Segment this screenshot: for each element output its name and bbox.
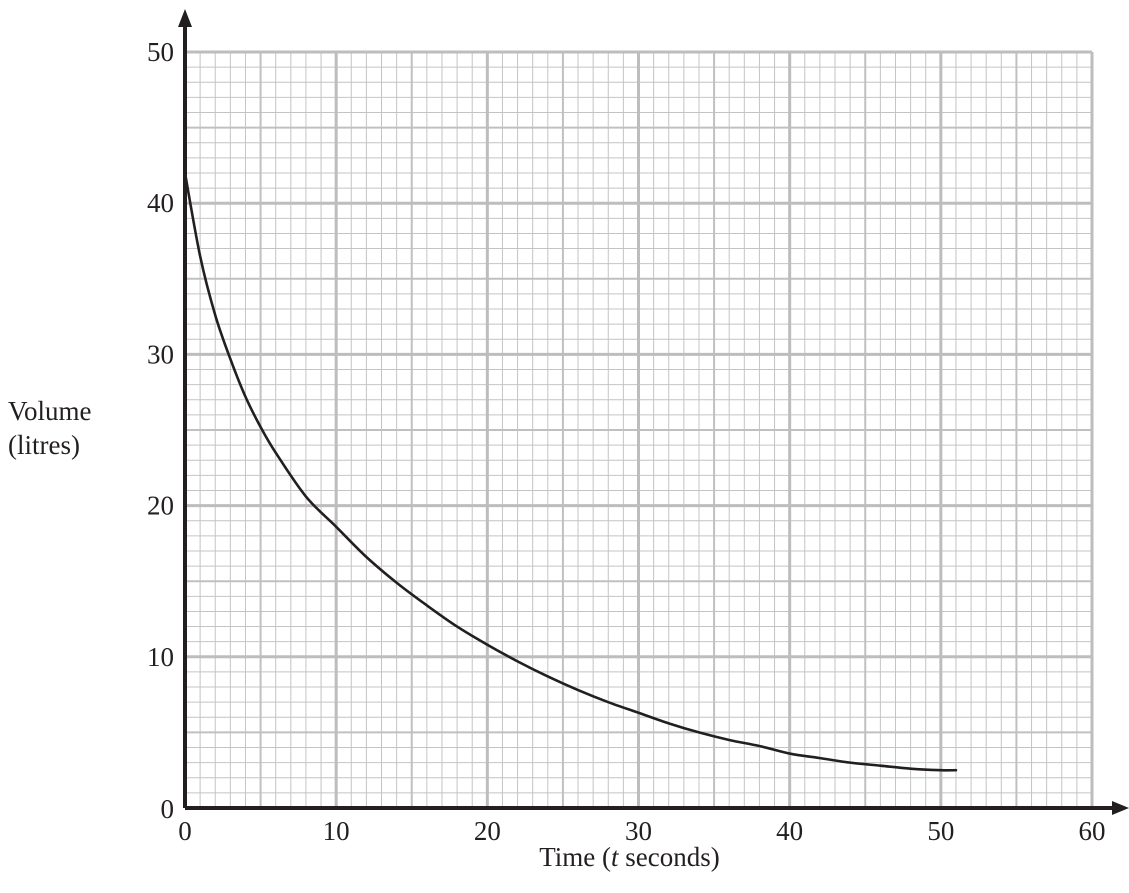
x-tick-label: 20 (474, 816, 501, 846)
x-axis-title-prefix: Time ( (539, 842, 612, 872)
axes (178, 9, 1129, 815)
tick-labels: 0 10 20 30 40 50 60 0 10 20 30 40 50 (147, 37, 1106, 846)
x-tick-label: 60 (1079, 816, 1106, 846)
x-tick-label: 30 (625, 816, 652, 846)
y-tick-label: 30 (147, 339, 174, 369)
x-tick-label: 50 (927, 816, 954, 846)
x-tick-label: 40 (776, 816, 803, 846)
x-axis-title-variable: t (611, 842, 619, 872)
x-axis-title: Time (t seconds) (0, 842, 1129, 873)
y-tick-label: 10 (147, 642, 174, 672)
y-axis-title-line1: Volume (8, 396, 92, 426)
series-line-0 (183, 171, 958, 772)
y-tick-label: 50 (147, 37, 174, 67)
x-tick-label: 10 (323, 816, 350, 846)
x-tick-label: 0 (178, 816, 192, 846)
y-axis-arrow (178, 9, 192, 27)
grid-major (183, 50, 1094, 810)
y-tick-label: 40 (147, 188, 174, 218)
curve-layer (183, 171, 958, 772)
y-tick-label: 20 (147, 491, 174, 521)
x-axis-title-suffix: seconds) (618, 842, 720, 872)
y-axis-title: Volume (litres) (8, 394, 92, 462)
y-tick-label: 0 (161, 794, 175, 824)
y-axis-title-line2: (litres) (8, 430, 80, 460)
x-axis-arrow (1112, 801, 1129, 815)
